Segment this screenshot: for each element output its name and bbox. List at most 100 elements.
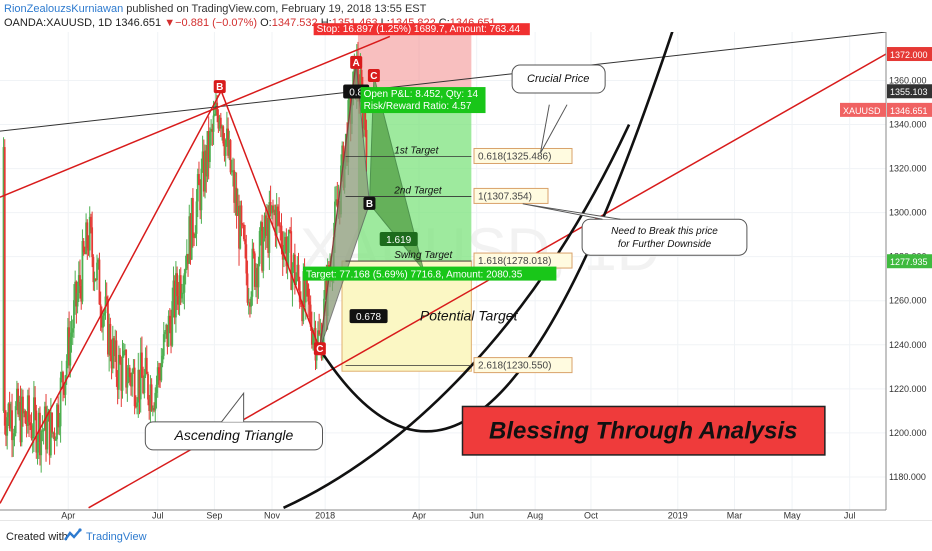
candle-body bbox=[247, 302, 250, 304]
candle-body bbox=[58, 426, 61, 428]
open-value: 1347.532 bbox=[271, 17, 318, 29]
candle-body bbox=[223, 143, 226, 156]
candle-body bbox=[147, 373, 149, 400]
pattern-point-label: B bbox=[366, 199, 373, 210]
candle-body bbox=[51, 412, 53, 433]
author-link[interactable]: RionZealouzsKurniawan bbox=[4, 3, 124, 15]
stop-label: Stop: 16.897 (1.25%) 1689.7, Amount: 763… bbox=[317, 24, 521, 35]
created-with: Created with bbox=[6, 531, 68, 543]
candle-body bbox=[335, 199, 338, 202]
candle-body bbox=[14, 406, 17, 434]
candle-body bbox=[77, 275, 80, 294]
price-axis[interactable]: 1360.0001340.0001320.0001300.0001280.000… bbox=[840, 32, 932, 510]
candle-body bbox=[293, 254, 296, 285]
candle-body bbox=[154, 392, 157, 411]
symbol-tag-bg bbox=[840, 102, 886, 117]
candle-body bbox=[208, 131, 211, 163]
candle-body bbox=[200, 168, 203, 211]
pattern-point-marker bbox=[367, 69, 380, 83]
candle-body bbox=[121, 356, 124, 391]
candle-body bbox=[269, 202, 272, 214]
candle-body bbox=[83, 252, 86, 254]
time-axis[interactable]: Apr Jul Sep Nov 2018 Apr Jun Aug Oct 2019 Mar May Ju… bbox=[0, 509, 886, 520]
open-pl-label: Open P&L: 8.452, Qty: 14 bbox=[364, 89, 479, 100]
time-tick-label: Jun bbox=[469, 510, 484, 520]
candle-body bbox=[357, 57, 359, 89]
candle-body bbox=[266, 218, 268, 236]
candle-body bbox=[292, 254, 295, 268]
candle-body bbox=[224, 139, 227, 156]
open-label: O: bbox=[260, 17, 272, 29]
pattern-point-label: C bbox=[370, 71, 377, 82]
time-tick-label: Jul bbox=[152, 510, 164, 520]
candle-body bbox=[360, 69, 363, 88]
level-value: 1.618(1278.018) bbox=[478, 256, 551, 267]
candle-body bbox=[250, 296, 253, 307]
candle-body bbox=[286, 252, 289, 267]
candle-body bbox=[42, 430, 45, 432]
time-tick-label: Nov bbox=[264, 510, 281, 520]
candle-body bbox=[82, 241, 85, 253]
candle-body bbox=[183, 273, 186, 293]
candle-body bbox=[108, 323, 111, 355]
candle-body bbox=[119, 354, 121, 364]
candle-body bbox=[234, 187, 237, 203]
candle-body bbox=[190, 198, 193, 260]
candle-body bbox=[179, 275, 182, 299]
candle-body bbox=[97, 259, 100, 263]
target-label-bg bbox=[303, 266, 557, 281]
candle-body bbox=[2, 147, 5, 411]
candle-body bbox=[122, 350, 125, 357]
candle-body bbox=[172, 280, 175, 302]
candle-body bbox=[246, 273, 249, 303]
break-price-line2: for Further Downside bbox=[618, 239, 712, 250]
candle-body bbox=[26, 395, 29, 426]
time-tick-label: Mar bbox=[727, 510, 743, 520]
candle-body bbox=[195, 201, 198, 234]
low-label: L: bbox=[380, 17, 390, 29]
candle-body bbox=[155, 384, 158, 393]
candle-body bbox=[162, 334, 165, 356]
candle-body bbox=[68, 327, 70, 366]
candle-body bbox=[189, 216, 192, 260]
candle-body bbox=[310, 326, 313, 345]
pattern-point-label: B bbox=[216, 82, 223, 93]
candle-body bbox=[228, 140, 231, 156]
candle-body bbox=[191, 198, 194, 237]
candle-body bbox=[178, 275, 181, 305]
level-name: 1st Target bbox=[394, 145, 439, 156]
pattern-leg-1 bbox=[0, 86, 224, 504]
target-label: Target: 77.168 (5.69%) 7716.8, Amount: 2… bbox=[306, 270, 523, 281]
candle-body bbox=[287, 230, 290, 253]
arc-curve-2 bbox=[282, 123, 631, 509]
candle-body bbox=[156, 367, 159, 385]
candle-body bbox=[263, 215, 266, 239]
tradingview-brand[interactable]: TradingView bbox=[86, 531, 147, 543]
candle-body bbox=[313, 328, 316, 334]
candle-body bbox=[8, 403, 11, 429]
candle-body bbox=[70, 332, 73, 338]
candle-body bbox=[221, 126, 223, 129]
candle-body bbox=[187, 254, 189, 264]
candle-body bbox=[235, 187, 238, 216]
triangle-top-line bbox=[0, 35, 391, 198]
candle-body bbox=[31, 436, 34, 439]
tradingview-logo-icon[interactable] bbox=[64, 528, 82, 545]
crucial-price-pointer bbox=[539, 104, 568, 154]
price-tick-label: 1360.000 bbox=[889, 75, 927, 85]
candle-body bbox=[261, 222, 263, 271]
ratio-box bbox=[379, 232, 418, 247]
candle-body bbox=[164, 331, 166, 335]
candle-body bbox=[196, 174, 199, 202]
candle-body bbox=[245, 244, 248, 274]
candle-body bbox=[18, 401, 21, 415]
candle-body bbox=[128, 367, 131, 378]
break-price-line1: Need to Break this price bbox=[611, 226, 718, 237]
price-tag-bg bbox=[887, 254, 932, 269]
candle-body bbox=[45, 406, 47, 450]
price-tick-label: 1240.000 bbox=[889, 340, 927, 350]
candle-body bbox=[113, 338, 115, 357]
candle-body bbox=[137, 369, 140, 403]
price-tag-bg bbox=[887, 84, 932, 99]
